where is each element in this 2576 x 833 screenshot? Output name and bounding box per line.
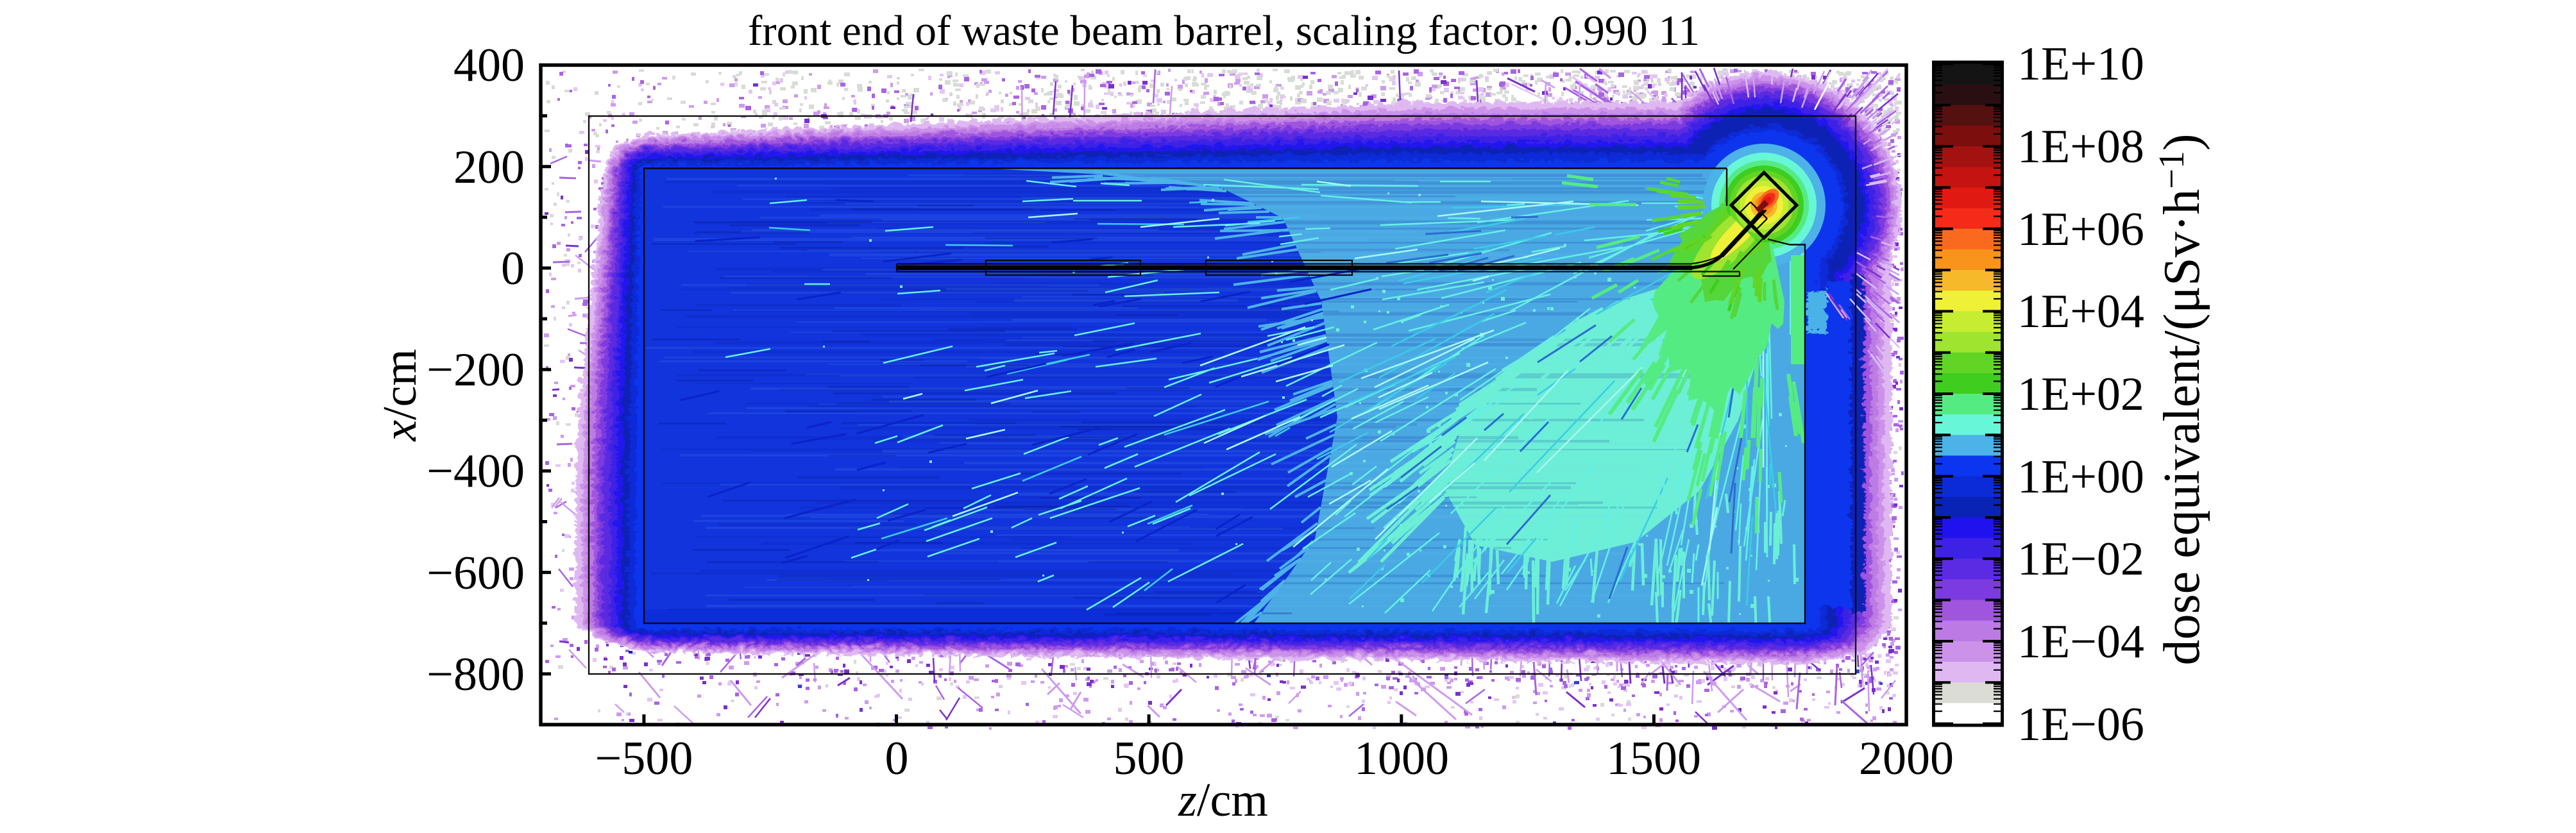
svg-text:−500: −500	[595, 732, 693, 785]
svg-text:1E+02: 1E+02	[2017, 368, 2144, 421]
svg-text:1E+00: 1E+00	[2017, 451, 2144, 503]
svg-text:−200: −200	[427, 344, 525, 396]
svg-text:1500: 1500	[1606, 732, 1701, 785]
svg-text:1E−06: 1E−06	[2017, 698, 2144, 751]
svg-text:2000: 2000	[1859, 732, 1954, 785]
svg-text:200: 200	[453, 141, 525, 194]
svg-text:dose equivalent/(μSv·h−1): dose equivalent/(μSv·h−1)	[2152, 134, 2210, 666]
svg-text:−800: −800	[427, 648, 525, 701]
svg-text:1E−04: 1E−04	[2017, 616, 2144, 668]
svg-text:−400: −400	[427, 445, 525, 498]
svg-text:1E+06: 1E+06	[2017, 203, 2144, 256]
svg-text:x/cm: x/cm	[374, 349, 427, 442]
svg-text:500: 500	[1114, 732, 1185, 785]
svg-text:0: 0	[885, 732, 909, 785]
svg-text:1E−02: 1E−02	[2017, 533, 2144, 585]
svg-text:front end of waste beam barrel: front end of waste beam barrel, scaling …	[748, 7, 1700, 55]
svg-text:1000: 1000	[1354, 732, 1449, 785]
svg-text:1E+04: 1E+04	[2017, 285, 2144, 338]
svg-text:0: 0	[501, 242, 525, 295]
svg-text:1E+08: 1E+08	[2017, 121, 2144, 173]
svg-text:1E+10: 1E+10	[2017, 38, 2144, 90]
svg-text:z/cm: z/cm	[1178, 774, 1268, 827]
svg-text:−600: −600	[427, 547, 525, 600]
svg-text:400: 400	[453, 39, 525, 92]
